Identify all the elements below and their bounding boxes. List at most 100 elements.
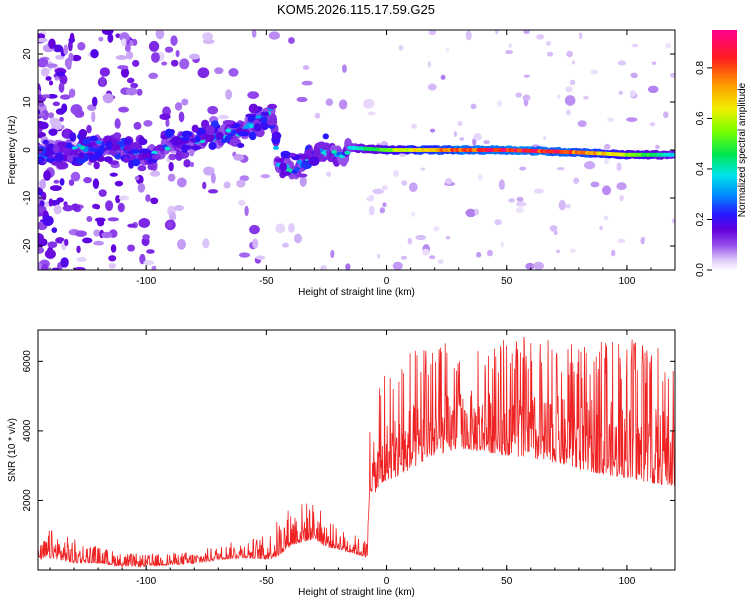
spectrogram-noise-blob: [56, 71, 66, 77]
spectrogram-noise-blob: [38, 33, 46, 39]
colorbar-label: Normalized spectral amplitude: [737, 82, 748, 217]
spectrogram-noise-blob: [38, 109, 41, 115]
spectrogram-noise-blob: [401, 180, 408, 186]
colorbar-segment: [712, 102, 737, 105]
spectrogram-noise-blob: [398, 44, 404, 51]
spectrogram-noise-blob: [181, 98, 189, 106]
spectrogram-noise-blob: [556, 167, 565, 171]
spectrogram-burst: [205, 125, 215, 136]
colorbar-segment: [712, 66, 737, 69]
spectrogram-noise-blob: [590, 181, 600, 188]
spectrogram-noise-blob: [508, 43, 513, 48]
snr-y-axis-label: SNR (10 * v/v): [7, 418, 18, 482]
snr-y-tick-label: 6000: [22, 350, 33, 373]
spectrogram-burst: [54, 152, 64, 163]
spectrogram-noise-blob: [662, 111, 669, 119]
spectrogram-noise-blob: [630, 72, 638, 79]
spectrogram-ridge-core: [272, 145, 279, 150]
spectrogram-noise-blob: [82, 237, 93, 244]
spectrogram-noise-blob: [590, 69, 599, 75]
spectrogram-noise-blob: [143, 120, 153, 127]
spectrogram-burst: [141, 151, 151, 159]
colorbar-segment: [712, 248, 737, 251]
spectrogram-x-tick-label: 50: [501, 276, 513, 287]
spectrogram-burst: [248, 103, 259, 114]
spectrogram-x-tick-label: 0: [384, 276, 390, 287]
spectrogram-noise-blob: [249, 224, 260, 235]
snr-x-tick-label: 0: [384, 576, 390, 587]
colorbar-segment: [712, 262, 737, 265]
spectrogram-noise-blob: [573, 177, 580, 184]
spectrogram-y-tick-label: 20: [22, 48, 33, 60]
spectrogram-noise-blob: [669, 72, 675, 78]
colorbar-segment: [712, 32, 737, 35]
colorbar-segment: [712, 150, 737, 153]
colorbar-segment: [712, 194, 737, 197]
spectrogram-noise-blob: [100, 76, 106, 87]
spectrogram-noise-blob: [68, 52, 74, 62]
spectrogram-noise-blob: [392, 261, 403, 270]
spectrogram-noise-blob: [293, 233, 302, 244]
spectrogram-noise-blob: [125, 87, 138, 96]
spectrogram-noise-blob: [465, 30, 472, 41]
spectrogram-noise-blob: [228, 68, 239, 77]
colorbar-segment: [712, 180, 737, 183]
spectrogram-noise-blob: [119, 32, 130, 42]
spectrogram-noise-blob: [54, 76, 60, 81]
spectrogram-noise-blob: [75, 230, 87, 237]
spectrogram-burst: [271, 131, 282, 140]
spectrogram-noise-blob: [137, 182, 146, 193]
colorbar-segment: [712, 104, 737, 107]
spectrogram-noise-blob: [453, 130, 457, 138]
colorbar-segment: [712, 176, 737, 179]
colorbar-segment: [712, 202, 737, 205]
spectrogram-noise-blob: [98, 36, 104, 42]
spectrogram-noise-blob: [422, 248, 430, 256]
spectrogram-noise-blob: [411, 211, 416, 217]
spectrogram-noise-blob: [651, 61, 657, 65]
spectrogram-noise-blob: [494, 219, 502, 226]
spectrogram-noise-blob: [42, 215, 54, 226]
spectrogram-noise-blob: [121, 38, 127, 47]
spectrogram-noise-blob: [618, 90, 624, 95]
spectrogram-noise-blob: [38, 212, 44, 217]
spectrogram-noise-blob: [59, 94, 71, 100]
spectrogram-burst: [247, 115, 256, 122]
spectrogram-noise-blob: [40, 263, 49, 270]
spectrogram-noise-blob: [445, 177, 453, 185]
spectrogram-noise-blob: [320, 265, 327, 270]
spectrogram-burst: [274, 158, 285, 163]
spectrogram-burst: [66, 154, 74, 163]
spectrogram-noise-blob: [38, 112, 46, 117]
spectrogram-noise-blob: [189, 161, 195, 168]
spectrogram-burst: [237, 131, 249, 137]
spectrogram-burst: [42, 139, 49, 145]
spectrogram-noise-blob: [571, 60, 576, 65]
spectrogram-noise-blob: [91, 96, 98, 107]
colorbar-segment: [712, 42, 737, 45]
spectrogram-burst: [69, 149, 79, 155]
colorbar-segment: [712, 130, 737, 133]
spectrogram-noise-blob: [68, 37, 76, 43]
spectrogram-noise-blob: [101, 30, 114, 36]
colorbar-segment: [712, 186, 737, 189]
colorbar-segment: [712, 64, 737, 67]
colorbar-segment: [712, 136, 737, 139]
colorbar-segment: [712, 116, 737, 119]
colorbar-segment: [712, 58, 737, 61]
spectrogram-noise-blob: [523, 30, 530, 35]
spectrogram-noise-blob: [440, 74, 446, 80]
spectrogram-noise-blob: [428, 30, 436, 36]
colorbar-segment: [712, 134, 737, 137]
spectrogram-burst: [98, 144, 105, 154]
colorbar-segment: [712, 234, 737, 237]
colorbar-segment: [712, 208, 737, 211]
colorbar-segment: [712, 198, 737, 201]
spectrogram-noise-blob: [478, 174, 483, 181]
spectrogram-noise-blob: [168, 153, 177, 161]
colorbar-segment: [712, 192, 737, 195]
spectrogram-noise-blob: [565, 85, 573, 93]
spectrogram-noise-blob: [252, 238, 259, 249]
spectrogram-noise-blob: [90, 49, 99, 59]
spectrogram-burst: [79, 128, 87, 139]
